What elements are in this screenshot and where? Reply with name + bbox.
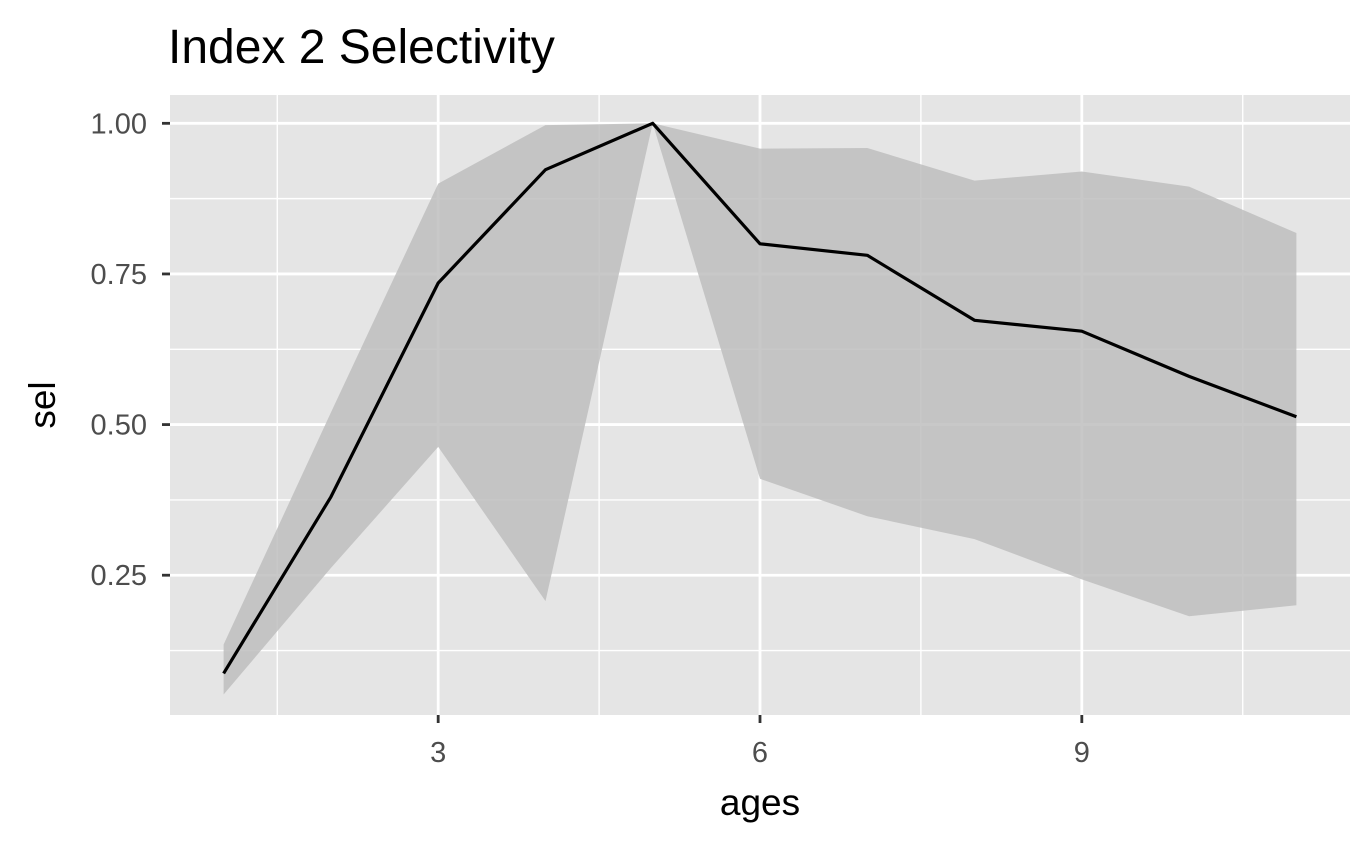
chart-title: Index 2 Selectivity: [168, 21, 555, 74]
x-tick-label: 3: [430, 737, 446, 769]
y-tick-label: 0.50: [91, 410, 147, 442]
x-axis-title: ages: [720, 782, 800, 823]
confidence-ribbon: [223, 123, 1297, 695]
x-axis: 3 6 9: [430, 715, 1090, 769]
y-axis: 0.25 0.50 0.75 1.00: [91, 108, 170, 592]
y-axis-title: sel: [22, 381, 63, 428]
series-lines: [222, 121, 1297, 675]
y-tick-label: 1.00: [91, 108, 147, 140]
x-tick-label: 6: [752, 737, 768, 769]
y-tick-label: 0.75: [91, 259, 147, 291]
confidence-ribbons: [223, 123, 1297, 695]
y-tick-label: 0.25: [91, 560, 147, 592]
selectivity-line: [222, 121, 1297, 675]
x-tick-label: 9: [1074, 737, 1090, 769]
